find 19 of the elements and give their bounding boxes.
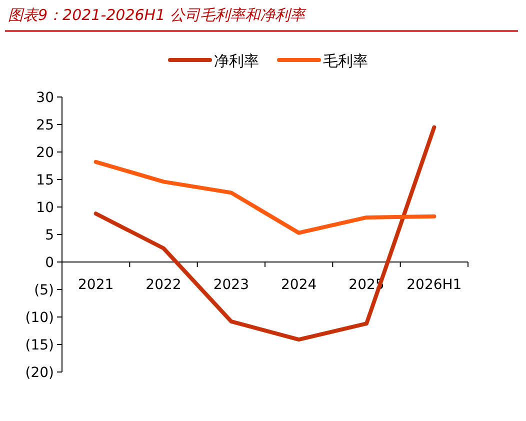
legend-label: 毛利率 [323,52,368,70]
chart-title: 图表9：2021-2026H1 公司毛利率和净利率 [8,6,307,24]
legend-label: 净利率 [214,52,259,70]
y-tick-label: 20 [36,145,54,161]
y-tick-label: 30 [36,90,54,106]
y-tick-label: 15 [36,172,54,188]
y-tick-label: (10) [25,310,54,326]
x-tick-label: 2023 [213,277,249,293]
y-tick-label: (5) [34,282,54,298]
y-tick-label: (20) [25,365,54,381]
y-tick-label: 5 [45,228,54,244]
y-tick-label: 10 [36,200,54,216]
x-tick-label: 2026H1 [406,277,462,293]
y-tick-label: 0 [45,255,54,271]
y-tick-label: 25 [36,118,54,134]
x-tick-label: 2021 [78,277,114,293]
y-tick-label: (15) [25,338,54,354]
x-tick-label: 2024 [281,277,317,293]
x-tick-label: 2022 [146,277,182,293]
